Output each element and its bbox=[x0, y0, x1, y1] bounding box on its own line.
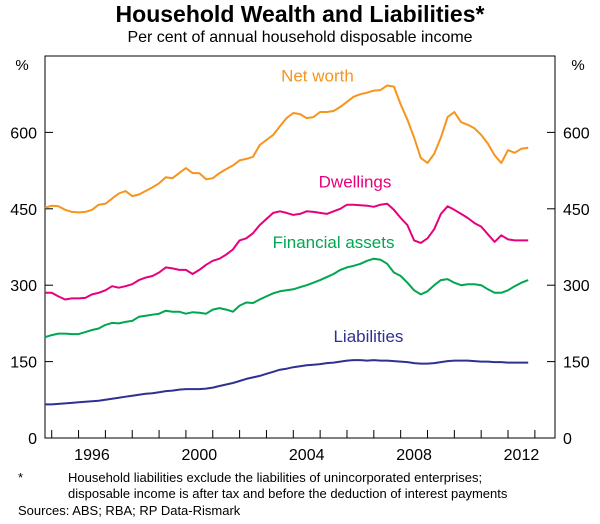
footnote-line-1: Household liabilities exclude the liabil… bbox=[68, 470, 483, 485]
y-tick-label-left: 150 bbox=[10, 355, 37, 372]
series-line-net-worth bbox=[44, 84, 529, 214]
series-label-liabilities: Liabilities bbox=[333, 327, 403, 346]
series-line-liabilities bbox=[45, 359, 529, 406]
series-label-financial-assets: Financial assets bbox=[273, 233, 395, 252]
chart-subtitle: Per cent of annual household disposable … bbox=[127, 29, 473, 46]
axes: % % 0 0 150 150 300 300 450 450 600 600 1996 2000 2004… bbox=[10, 57, 590, 464]
series-group bbox=[44, 84, 529, 406]
series-label-net-worth: Net worth bbox=[281, 66, 354, 85]
y-unit-right: % bbox=[571, 57, 584, 74]
y-tick-label-left: 0 bbox=[28, 431, 37, 448]
y-tick-label-right: 450 bbox=[563, 202, 590, 219]
y-tick-label-left: 450 bbox=[10, 202, 37, 219]
y-tick-label-right: 300 bbox=[563, 278, 590, 295]
series-line-financial-assets bbox=[44, 257, 529, 339]
x-tick-label: 2012 bbox=[504, 447, 540, 464]
y-tick-label-left: 600 bbox=[10, 125, 37, 142]
chart-title: Household Wealth and Liabilities* bbox=[115, 1, 485, 27]
sources-note: Sources: ABS; RBA; RP Data-Rismark bbox=[18, 503, 241, 518]
y-unit-left: % bbox=[15, 57, 28, 74]
plot-frame bbox=[44, 55, 556, 439]
x-tick-label: 2008 bbox=[396, 447, 432, 464]
footnote-marker: * bbox=[18, 470, 24, 485]
line-chart: % % 0 0 150 150 300 300 450 450 600 600 1996 2000 2004… bbox=[10, 55, 590, 464]
footnote-line-2: disposable income is after tax and befor… bbox=[68, 486, 508, 501]
y-tick-label-right: 0 bbox=[563, 431, 572, 448]
x-tick-label: 1996 bbox=[74, 447, 110, 464]
y-tick-label-right: 150 bbox=[563, 355, 590, 372]
x-tick-label: 2004 bbox=[289, 447, 325, 464]
series-labels: Net worth Dwellings Financial assets Liabil… bbox=[273, 66, 404, 346]
series-label-dwellings: Dwellings bbox=[319, 172, 392, 191]
y-tick-label-right: 600 bbox=[563, 125, 590, 142]
y-tick-label-left: 300 bbox=[10, 278, 37, 295]
series-line-dwellings bbox=[45, 202, 529, 301]
x-tick-label: 2000 bbox=[182, 447, 218, 464]
